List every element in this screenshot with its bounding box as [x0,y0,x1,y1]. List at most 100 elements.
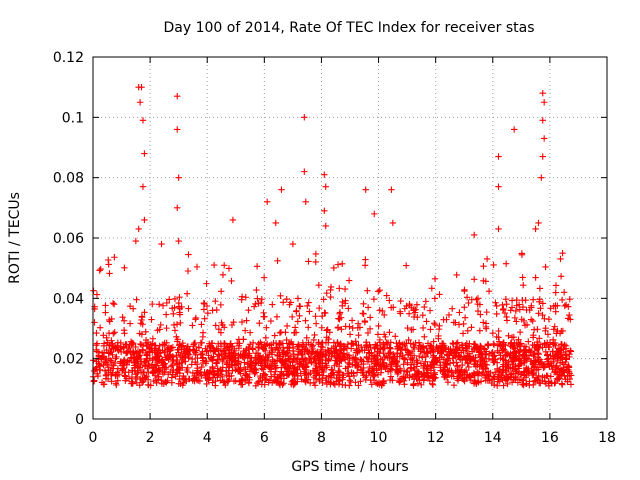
data-point [516,347,524,355]
data-point [287,362,294,369]
data-point [502,260,510,267]
data-point [256,320,263,327]
data-point [335,369,342,376]
data-point [493,310,500,318]
data-point [100,340,108,347]
data-point [330,371,338,379]
data-point [505,332,512,339]
data-point [303,376,310,383]
data-point [93,329,100,337]
data-point [258,296,266,303]
data-point [238,318,246,326]
data-point [485,355,493,362]
data-point [230,318,237,326]
data-point [347,378,354,386]
data-point [315,339,322,346]
data-point [129,340,137,347]
data-point [210,368,217,375]
data-point [354,363,361,371]
data-point [431,320,438,327]
data-point [407,340,414,347]
data-point [139,183,147,190]
data-point [330,264,338,272]
data-point [485,287,493,295]
data-point [431,375,438,382]
data-point [544,372,551,380]
data-point [474,307,482,315]
data-point [214,356,222,363]
data-point [97,265,104,273]
data-point [319,344,326,351]
data-point [235,358,242,365]
data-point [483,361,491,369]
data-point [465,363,473,371]
data-point [93,364,100,371]
data-point [136,348,143,356]
data-point [499,347,506,354]
data-point [217,301,225,309]
data-point [455,352,463,359]
data-point [516,306,524,313]
data-point [293,308,300,315]
data-point [221,262,228,269]
data-point [278,186,285,193]
data-point [294,318,302,325]
data-point [327,283,335,291]
data-point [475,351,483,359]
data-point [539,90,546,97]
data-point [90,377,98,384]
data-point [312,357,320,364]
data-point [325,339,332,346]
data-point [518,250,526,257]
data-point [179,364,186,371]
data-point [119,314,126,321]
data-point [349,340,357,348]
data-point [255,378,262,385]
data-point [199,329,207,336]
data-point [509,364,517,371]
data-point [110,301,118,308]
data-point [345,305,352,312]
data-point [272,364,279,372]
data-point [173,351,180,359]
data-point [518,316,525,323]
data-point [173,333,180,341]
data-point [212,322,219,329]
data-point [217,371,225,378]
data-point [137,369,145,376]
data-point [431,275,439,282]
data-point [304,359,312,367]
data-point [203,380,210,388]
data-point [396,353,403,360]
data-point [301,114,308,121]
data-point [502,296,510,303]
data-point [282,357,289,364]
data-point [345,277,353,284]
data-point [162,311,170,318]
data-point [450,319,457,326]
data-point [460,347,467,354]
data-point [513,302,520,309]
data-point [499,339,507,346]
x-tick-label: 10 [370,430,388,446]
data-point [210,261,218,269]
data-point [160,360,167,368]
data-point [325,356,332,364]
data-point [361,262,369,269]
data-point [290,365,298,372]
data-point [313,362,320,370]
data-point [500,369,507,376]
data-point [520,376,527,384]
data-point [203,302,211,310]
data-point [404,324,411,332]
data-point [317,356,324,363]
data-point [516,328,524,336]
data-point [463,294,471,301]
x-tick-label: 2 [146,430,155,446]
data-point [185,251,192,258]
data-point [348,317,356,324]
data-point [168,379,176,386]
data-point [254,295,261,302]
data-point [202,345,209,352]
data-point [225,265,233,272]
